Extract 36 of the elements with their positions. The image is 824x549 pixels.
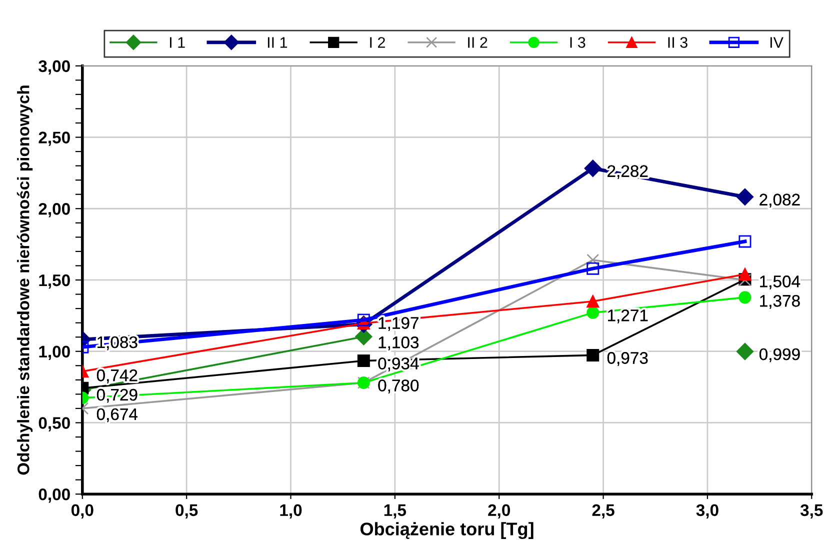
data-label: 0,674 — [96, 408, 138, 422]
legend-label: II 1 — [268, 37, 288, 48]
y-tick-label: 2,50 — [38, 132, 70, 146]
data-label: 0,780 — [378, 380, 419, 394]
y-tick-label: 3,00 — [38, 60, 70, 74]
y-tick-label: 2,00 — [38, 203, 70, 218]
x-axis-title: Obciążenie toru [Tg] — [360, 522, 534, 540]
x-tick-label: 0,5 — [176, 504, 198, 518]
y-tick-label: 0,00 — [38, 488, 70, 503]
data-label: 0,999 — [760, 348, 800, 362]
y-tick-label: 1,50 — [39, 274, 70, 289]
x-tick-label: 0,0 — [71, 504, 94, 518]
legend-label: I 1 — [170, 37, 185, 48]
x-tick-label: 1,0 — [280, 504, 302, 518]
x-tick-label: 2,5 — [592, 504, 614, 518]
data-label: 1,083 — [98, 336, 138, 350]
data-label: 2,082 — [760, 194, 800, 208]
legend-label: IV — [770, 37, 784, 48]
y-axis-title: Odchylenie standardowe nierówności pionowych — [16, 86, 33, 475]
legend-label: II 3 — [668, 37, 688, 48]
data-label: 1,103 — [378, 336, 419, 350]
x-tick-label: 1,5 — [384, 504, 406, 518]
legend-label: I 3 — [570, 37, 586, 48]
legend-label: II 2 — [468, 37, 488, 48]
y-tick-label: 1,00 — [39, 346, 70, 360]
data-label: 0,973 — [607, 352, 648, 366]
x-tick-label: 3,0 — [696, 504, 718, 518]
legend-label: I 2 — [370, 37, 385, 48]
data-label: 1,271 — [608, 310, 648, 324]
data-label: 1,197 — [378, 317, 418, 331]
x-tick-label: 2,0 — [488, 504, 510, 518]
x-tick-label: 3,5 — [800, 504, 823, 518]
data-label: 1,504 — [760, 276, 800, 290]
data-label: 0,742 — [96, 369, 138, 384]
y-tick-label: 0,50 — [38, 417, 70, 432]
data-label: 1,378 — [760, 294, 800, 309]
